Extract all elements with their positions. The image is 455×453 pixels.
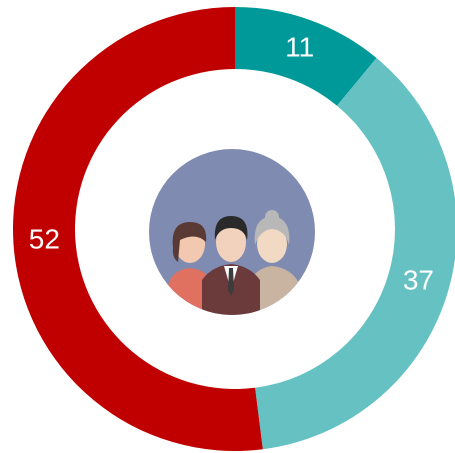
person-bun	[265, 210, 279, 224]
chart: 11 37 52	[0, 0, 455, 453]
data-label: 11	[285, 32, 314, 63]
data-label: 52	[29, 223, 60, 254]
person-tie	[228, 268, 234, 296]
page: {"chart_data": {"type": "donut", "catego…	[0, 0, 455, 453]
data-label: 37	[403, 265, 434, 296]
people-icon	[149, 149, 315, 320]
